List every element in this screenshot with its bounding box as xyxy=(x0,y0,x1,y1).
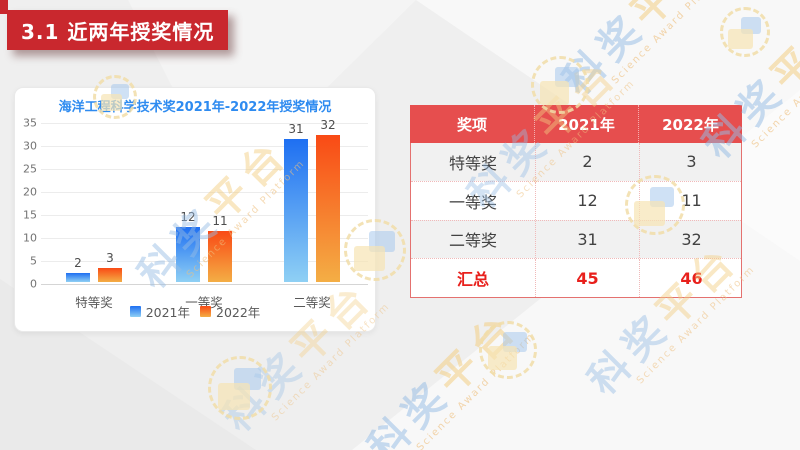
chart-bar-2022年-二等奖 xyxy=(316,135,340,282)
legend-item: 2022年 xyxy=(200,302,260,321)
table-row: 二等奖 31 32 xyxy=(411,219,743,259)
awards-table: 奖项 2021年 2022年 特等奖 2 3 一等奖 12 11 二等奖 31 32 汇总 45 46 xyxy=(410,105,742,298)
watermark-brand-glyphs: 科奖平台 xyxy=(359,302,528,450)
table-body: 特等奖 2 3 一等奖 12 11 二等奖 31 32 汇总 45 46 xyxy=(411,143,741,297)
chart-bar-2021年-二等奖 xyxy=(284,139,308,282)
bar-value-label: 32 xyxy=(320,118,336,132)
chart-bar-2022年-一等奖 xyxy=(208,231,232,282)
y-axis-tick-label: 5 xyxy=(30,254,37,268)
legend-label: 2021年 xyxy=(145,305,190,320)
table-cell: 3 xyxy=(639,143,743,181)
watermark-emblem-screen xyxy=(554,67,579,88)
table-row: 特等奖 2 3 xyxy=(411,143,741,181)
table-cell: 一等奖 xyxy=(448,192,497,212)
chart-gridline xyxy=(41,261,368,262)
table-cell: 11 xyxy=(639,181,743,220)
chart-gridline xyxy=(41,284,368,285)
watermark-emblem-screen xyxy=(502,332,527,353)
table-total-row: 汇总 45 46 xyxy=(411,258,741,297)
watermark-emblem-box xyxy=(728,28,753,49)
table-cell: 12 xyxy=(535,181,639,220)
y-axis-tick-label: 0 xyxy=(30,277,37,291)
chart-bar-2021年-特等奖 xyxy=(66,273,90,282)
watermark-brand-glyphs: 科奖平台 xyxy=(554,0,723,105)
legend-swatch xyxy=(200,306,211,317)
corner-accent xyxy=(0,0,8,14)
y-axis-tick-label: 35 xyxy=(23,116,37,130)
y-axis-tick-label: 10 xyxy=(23,231,37,245)
legend-swatch xyxy=(129,306,141,317)
chart-gridline xyxy=(41,215,368,216)
table-header-row: 奖项 2021年 2022年 xyxy=(410,105,742,143)
watermark-emblem-box xyxy=(488,345,518,370)
watermark-emblem-box xyxy=(540,80,570,105)
watermark-emblem-screen xyxy=(740,17,761,34)
page-title: 3.1 近两年授奖情况 xyxy=(21,19,215,44)
chart-gridline xyxy=(41,192,368,193)
table-header-cell: 2022年 xyxy=(638,105,742,143)
legend-label: 2022年 xyxy=(216,305,261,320)
table-cell: 2 xyxy=(535,143,639,181)
table-cell: 45 xyxy=(535,259,639,297)
chart-plot-area: 0 5 10 15 20 25 30 35 2 3 特等奖 12 11 一等奖 31 32 二等奖 xyxy=(15,88,375,331)
watermark-emblem-screen xyxy=(234,368,261,391)
table-cell: 汇总 xyxy=(456,270,489,290)
table-cell: 46 xyxy=(639,259,743,297)
table-cell: 二等奖 xyxy=(448,231,497,251)
y-axis-tick-label: 25 xyxy=(23,162,37,176)
bar-value-label: 11 xyxy=(212,214,228,228)
chart-gridline xyxy=(41,238,368,239)
chart-bar-2021年-一等奖 xyxy=(176,227,200,282)
y-axis-tick-label: 20 xyxy=(23,185,37,199)
chart-bar-2022年-特等奖 xyxy=(98,268,122,282)
chart-legend: 2021年 2022年 xyxy=(15,302,375,321)
bar-value-label: 3 xyxy=(106,251,114,265)
table-header-cell: 2021年 xyxy=(534,105,638,143)
y-axis-tick-label: 30 xyxy=(23,139,37,153)
table-cell: 32 xyxy=(639,220,743,259)
watermark-subtitle: Science Award Platform xyxy=(414,330,538,450)
chart-card: 海洋工程科学技术奖2021年-2022年授奖情况 0 5 10 15 20 25 30 35 2… xyxy=(14,87,376,332)
watermark-emblem-icon xyxy=(479,321,537,379)
bar-value-label: 12 xyxy=(180,210,196,224)
page-title-banner: 3.1 近两年授奖情况 xyxy=(7,10,229,50)
watermark-emblem-icon xyxy=(720,7,770,57)
watermark-emblem-box xyxy=(217,383,251,411)
table-row: 一等奖 12 11 xyxy=(411,180,743,220)
x-axis-category-label: 二等奖 xyxy=(293,295,331,310)
table-cell: 特等奖 xyxy=(448,153,497,173)
table-header-cell: 奖项 xyxy=(456,115,487,134)
y-axis-tick-label: 15 xyxy=(23,208,37,222)
bar-value-label: 2 xyxy=(74,256,82,270)
table-cell: 31 xyxy=(535,220,639,259)
watermark-emblem-icon xyxy=(208,356,272,420)
watermark-subtitle: Science Award Platform xyxy=(609,0,733,87)
legend-item: 2021年 xyxy=(129,302,190,321)
